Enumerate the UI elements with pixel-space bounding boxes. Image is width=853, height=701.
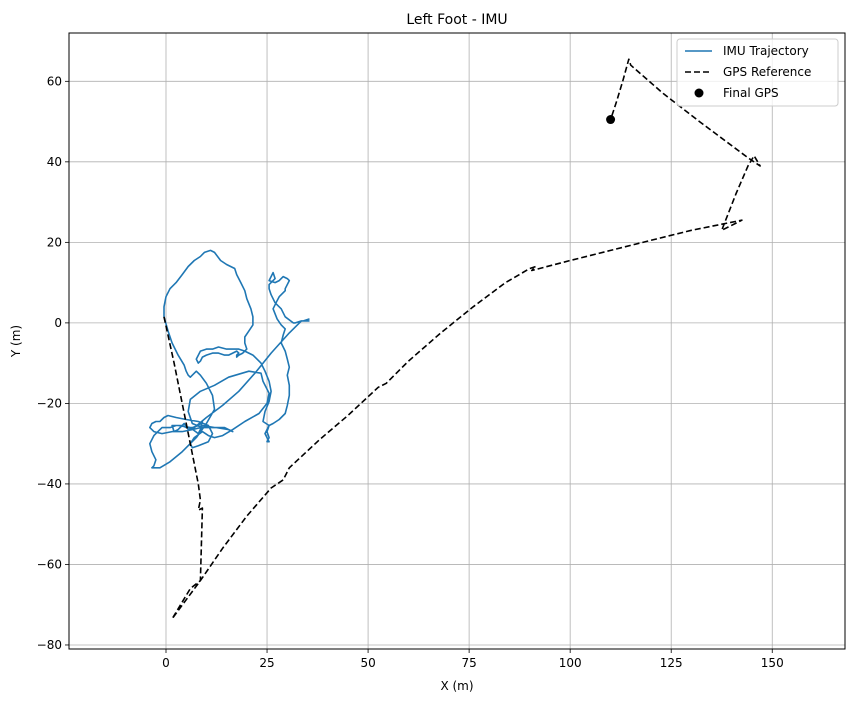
gps-reference-line <box>163 58 761 620</box>
x-tick-label: 75 <box>461 656 476 670</box>
legend: IMU Trajectory GPS Reference Final GPS <box>676 38 839 107</box>
chart-title: Left Foot - IMU <box>406 12 507 28</box>
ticks: 0 25 50 75 100 125 150 −80 −60 −40 −20 0 20 40 60 <box>37 74 784 670</box>
y-tick-label: 20 <box>47 235 62 249</box>
y-tick-label: −80 <box>37 638 62 652</box>
plot-area <box>149 58 761 620</box>
x-tick-label: 125 <box>660 656 683 670</box>
axes-frame <box>68 32 846 650</box>
legend-label-gps-reference: GPS Reference <box>723 65 811 79</box>
legend-label-imu-trajectory: IMU Trajectory <box>723 44 809 58</box>
y-tick-label: 40 <box>47 155 62 169</box>
x-tick-label: 100 <box>559 656 582 670</box>
grid <box>69 33 845 649</box>
legend-box <box>676 38 839 107</box>
y-tick-label: 0 <box>54 316 62 330</box>
x-tick-label: 25 <box>259 656 274 670</box>
x-axis-label: X (m) <box>440 679 473 693</box>
y-tick-label: −60 <box>37 557 62 571</box>
x-tick-label: 50 <box>360 656 375 670</box>
final-gps-marker <box>606 115 616 125</box>
y-tick-label: −40 <box>37 477 62 491</box>
y-axis-label: Y (m) <box>9 325 23 358</box>
x-tick-label: 0 <box>162 656 170 670</box>
imu-trajectory-line <box>149 249 310 469</box>
y-tick-label: 60 <box>47 74 62 88</box>
y-tick-label: −20 <box>37 396 62 410</box>
legend-swatch-final-gps <box>694 88 704 98</box>
legend-label-final-gps: Final GPS <box>723 86 779 100</box>
x-tick-label: 150 <box>761 656 784 670</box>
